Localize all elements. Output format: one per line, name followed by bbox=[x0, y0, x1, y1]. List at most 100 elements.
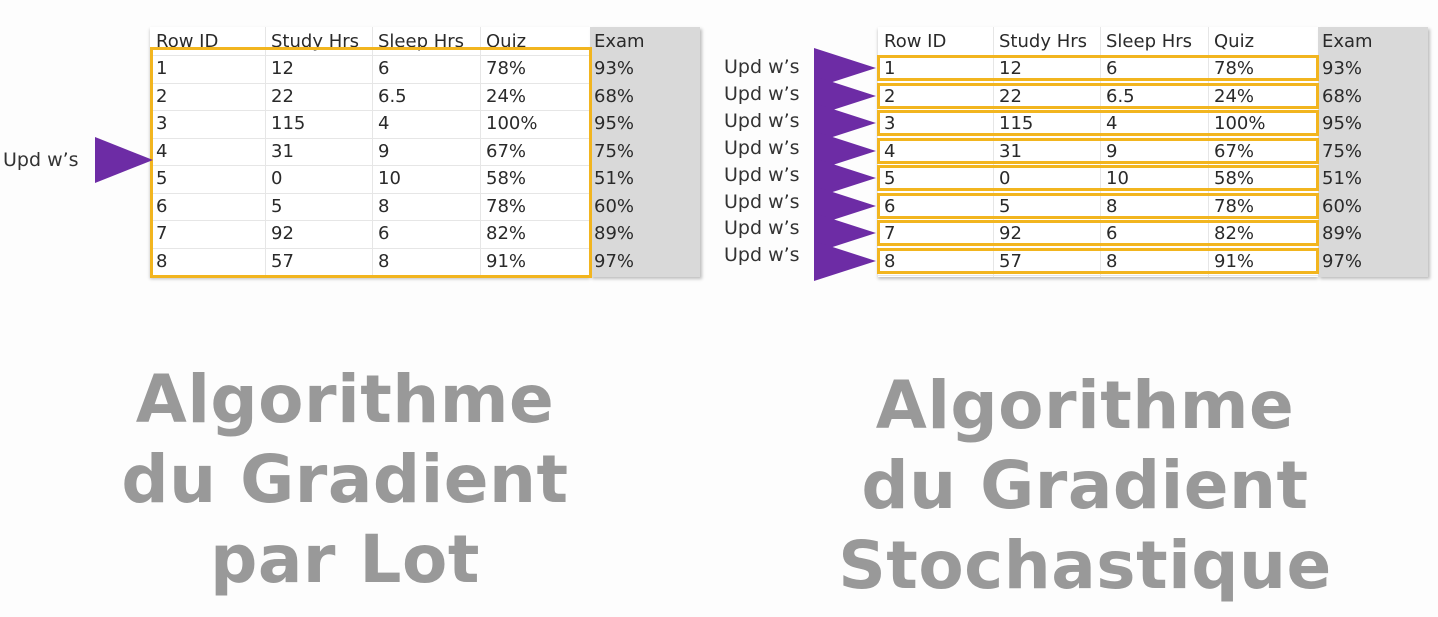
stochastic-row-highlight bbox=[877, 110, 1319, 136]
table-cell: 8 bbox=[378, 251, 390, 272]
table-cell: 8 bbox=[1106, 196, 1118, 217]
table-cell: 92 bbox=[271, 223, 294, 244]
table-cell: 5 bbox=[156, 168, 168, 189]
batch-update-label: Upd w’s bbox=[3, 149, 79, 171]
column-header: Quiz bbox=[486, 31, 527, 52]
table-cell: 9 bbox=[1106, 141, 1118, 162]
table-cell: 82% bbox=[486, 223, 527, 244]
grid-line bbox=[993, 27, 994, 277]
table-cell: 75% bbox=[594, 141, 635, 162]
stochastic-update-label: Upd w’s bbox=[724, 217, 800, 239]
table-cell: 68% bbox=[594, 86, 635, 107]
stochastic-update-arrow bbox=[814, 241, 876, 281]
table-cell: 1 bbox=[156, 58, 168, 79]
column-header: Exam bbox=[1322, 31, 1373, 52]
table-cell: 89% bbox=[594, 223, 635, 244]
table-cell: 78% bbox=[1214, 196, 1255, 217]
column-header: Row ID bbox=[884, 31, 947, 52]
table-cell: 78% bbox=[486, 196, 527, 217]
grid-line bbox=[150, 55, 590, 56]
table-cell: 2 bbox=[884, 86, 896, 107]
table-cell: 57 bbox=[999, 251, 1022, 272]
table-cell: 67% bbox=[1214, 141, 1255, 162]
table-cell: 7 bbox=[884, 223, 896, 244]
grid-line bbox=[480, 27, 481, 277]
table-cell: 6 bbox=[1106, 58, 1118, 79]
table-cell: 6 bbox=[156, 196, 168, 217]
table-cell: 58% bbox=[486, 168, 527, 189]
table-cell: 91% bbox=[1214, 251, 1255, 272]
table-cell: 97% bbox=[594, 251, 635, 272]
table-cell: 78% bbox=[486, 58, 527, 79]
column-header: Sleep Hrs bbox=[1106, 31, 1193, 52]
table-cell: 8 bbox=[884, 251, 896, 272]
table-cell: 93% bbox=[1322, 58, 1363, 79]
table-cell: 3 bbox=[156, 113, 168, 134]
table-cell: 6 bbox=[884, 196, 896, 217]
stochastic-row-highlight bbox=[877, 138, 1319, 164]
batch-title-line-3: par Lot bbox=[210, 521, 480, 598]
stochastic-update-label: Upd w’s bbox=[724, 110, 800, 132]
column-header: Exam bbox=[594, 31, 645, 52]
table-cell: 60% bbox=[1322, 196, 1363, 217]
stochastic-update-label: Upd w’s bbox=[724, 191, 800, 213]
table-cell: 68% bbox=[1322, 86, 1363, 107]
grid-line bbox=[150, 138, 590, 139]
stochastic-row-highlight bbox=[877, 83, 1319, 109]
table-cell: 51% bbox=[1322, 168, 1363, 189]
table-cell: 6 bbox=[1106, 223, 1118, 244]
table-cell: 12 bbox=[271, 58, 294, 79]
table-cell: 115 bbox=[999, 113, 1034, 134]
table-cell: 92 bbox=[999, 223, 1022, 244]
table-cell: 5 bbox=[884, 168, 896, 189]
grid-line bbox=[878, 275, 1318, 276]
table-cell: 97% bbox=[1322, 251, 1363, 272]
table-cell: 4 bbox=[884, 141, 896, 162]
table-cell: 10 bbox=[1106, 168, 1129, 189]
stochastic-row-highlight bbox=[877, 248, 1319, 274]
grid-line bbox=[265, 27, 266, 277]
table-cell: 95% bbox=[1322, 113, 1363, 134]
table-cell: 51% bbox=[594, 168, 635, 189]
grid-line bbox=[1100, 27, 1101, 277]
table-cell: 60% bbox=[594, 196, 635, 217]
table-cell: 91% bbox=[486, 251, 527, 272]
table-cell: 67% bbox=[486, 141, 527, 162]
stochastic-row-highlight bbox=[877, 193, 1319, 219]
table-cell: 78% bbox=[1214, 58, 1255, 79]
grid-line bbox=[150, 83, 590, 84]
column-header: Study Hrs bbox=[271, 31, 360, 52]
table-cell: 24% bbox=[1214, 86, 1255, 107]
table-cell: 12 bbox=[999, 58, 1022, 79]
batch-update-arrow bbox=[95, 137, 153, 183]
batch-highlight-box bbox=[150, 47, 592, 278]
grid-line bbox=[150, 193, 590, 194]
table-cell: 31 bbox=[999, 141, 1022, 162]
table-cell: 22 bbox=[999, 86, 1022, 107]
table-cell: 58% bbox=[1214, 168, 1255, 189]
stochastic-update-label: Upd w’s bbox=[724, 244, 800, 266]
table-cell: 8 bbox=[156, 251, 168, 272]
batch-exam-column bbox=[590, 27, 700, 277]
table-cell: 4 bbox=[378, 113, 390, 134]
column-header: Quiz bbox=[1214, 31, 1255, 52]
table-cell: 9 bbox=[378, 141, 390, 162]
table-cell: 2 bbox=[156, 86, 168, 107]
stochastic-title-line-1: Algorithme bbox=[875, 367, 1295, 444]
stochastic-title-line-2: du Gradient bbox=[861, 447, 1309, 524]
table-cell: 4 bbox=[1106, 113, 1118, 134]
table-cell: 6 bbox=[378, 58, 390, 79]
grid-line bbox=[1208, 27, 1209, 277]
table-cell: 3 bbox=[884, 113, 896, 134]
table-cell: 31 bbox=[271, 141, 294, 162]
table-cell: 4 bbox=[156, 141, 168, 162]
table-cell: 7 bbox=[156, 223, 168, 244]
stochastic-exam-column bbox=[1318, 27, 1428, 277]
stochastic-title-line-3: Stochastique bbox=[838, 527, 1332, 604]
grid-line bbox=[150, 248, 590, 249]
table-cell: 6.5 bbox=[378, 86, 407, 107]
table-cell: 115 bbox=[271, 113, 306, 134]
table-cell: 6 bbox=[378, 223, 390, 244]
table-cell: 0 bbox=[271, 168, 283, 189]
